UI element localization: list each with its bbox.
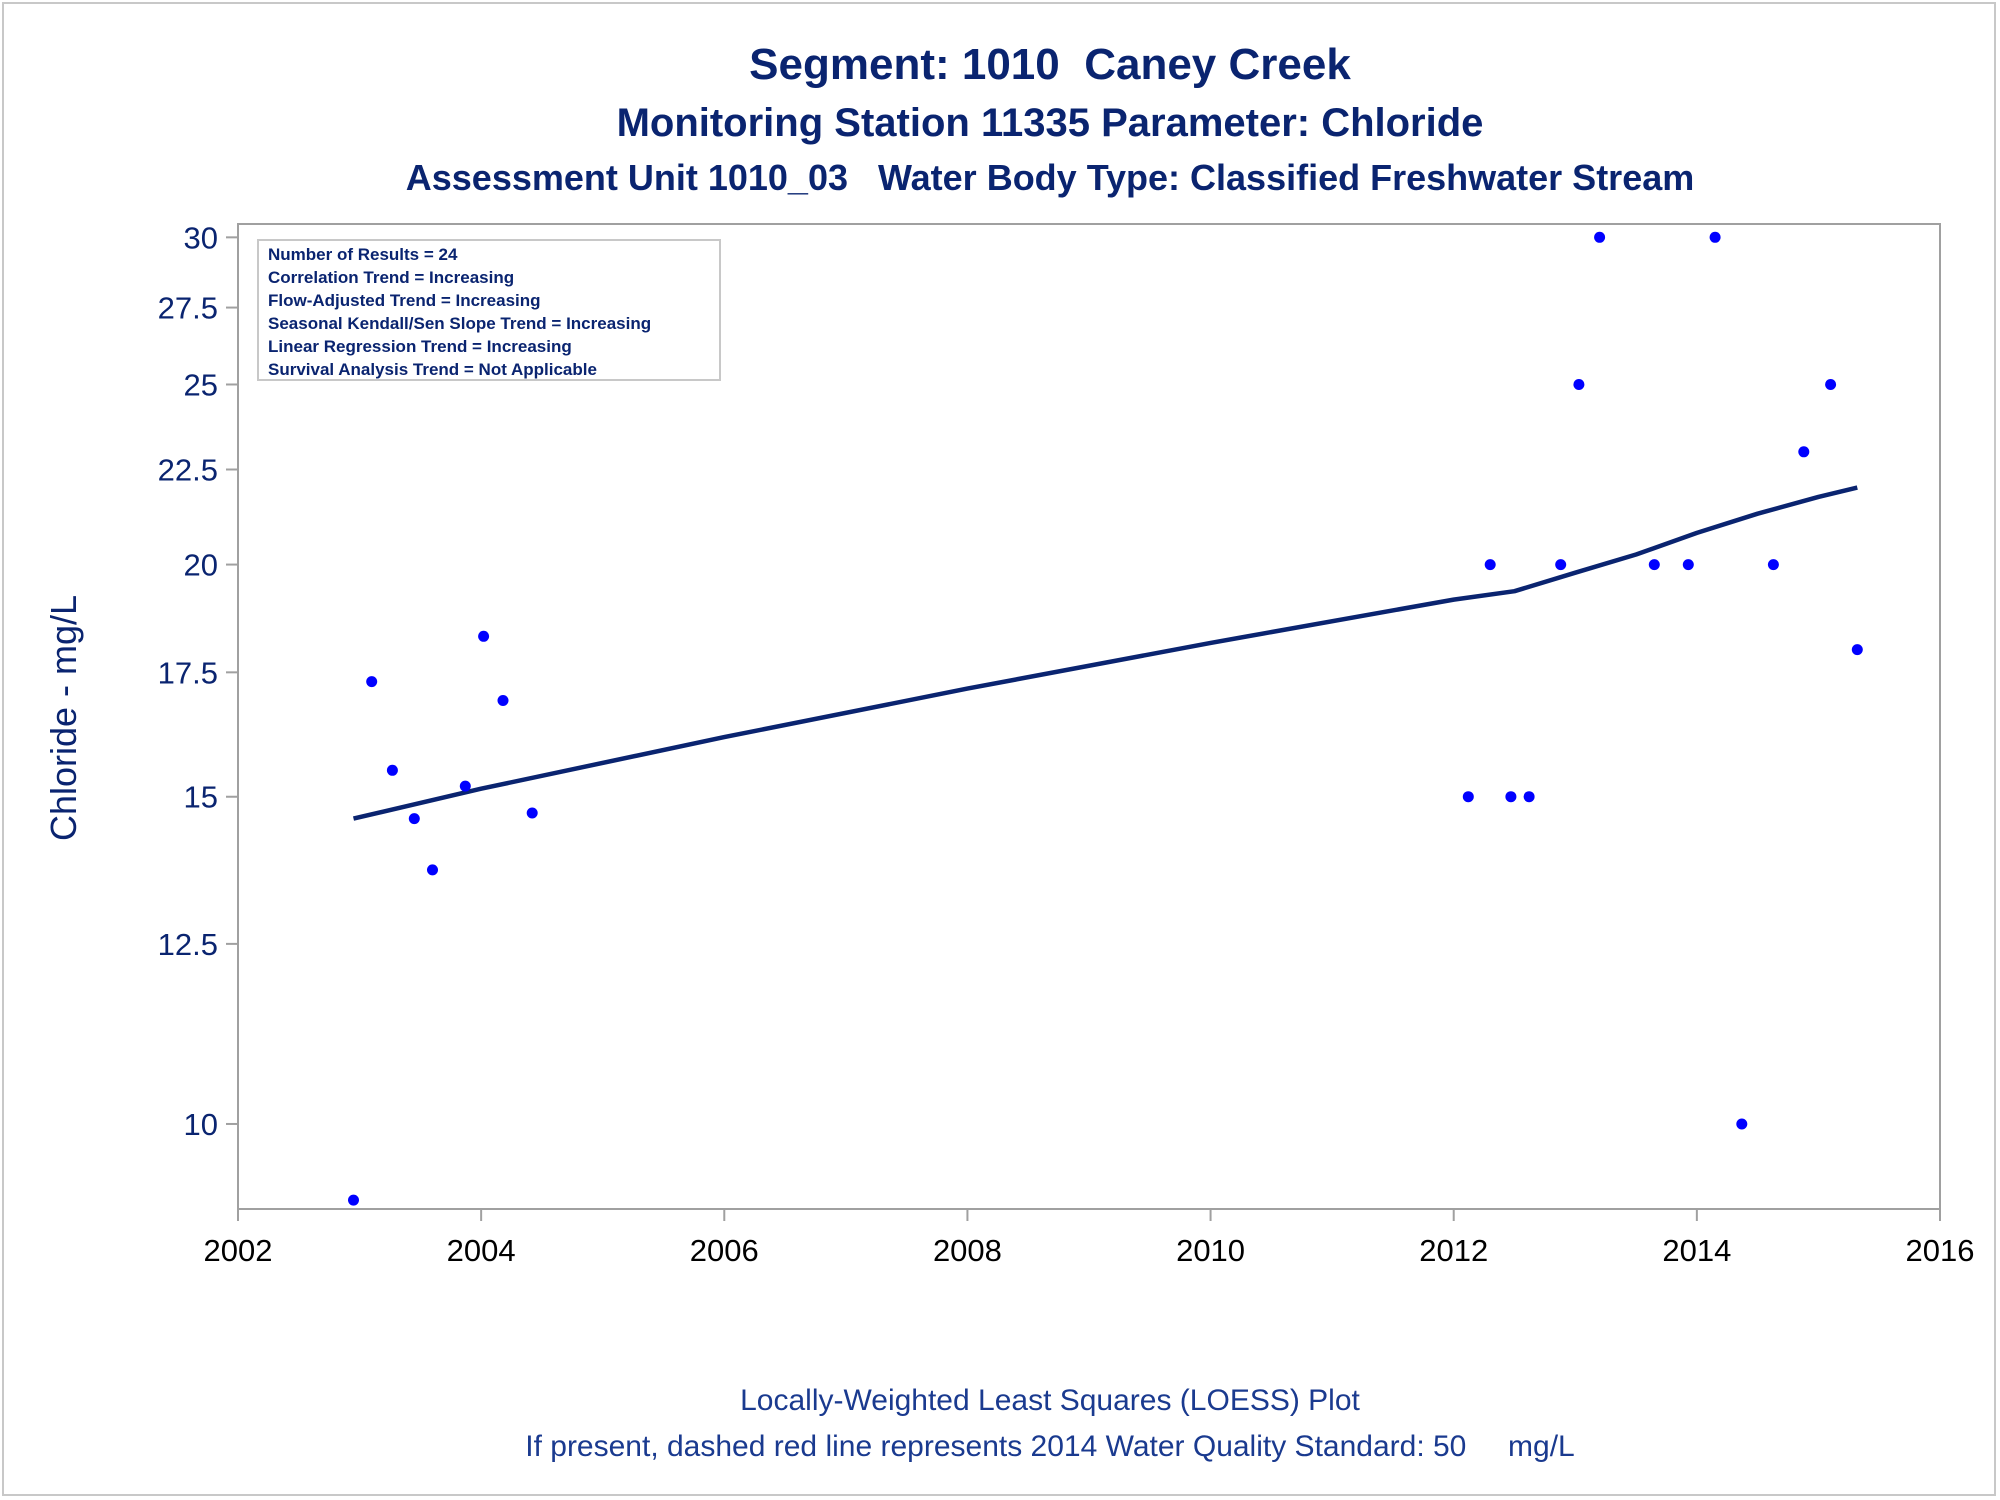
y-tick-label: 27.5 — [158, 291, 218, 326]
data-point — [1484, 559, 1496, 571]
data-point — [478, 630, 490, 642]
data-point — [1851, 644, 1863, 656]
x-tick-label: 2012 — [1419, 1233, 1488, 1268]
chart-subtitle-assessment: Assessment Unit 1010_03 Water Body Type:… — [405, 157, 1695, 198]
data-point — [1798, 446, 1810, 458]
data-point — [408, 813, 420, 825]
data-point — [1767, 559, 1779, 571]
data-point — [1594, 231, 1606, 243]
data-point — [1736, 1118, 1748, 1130]
y-tick-label: 12.5 — [158, 927, 218, 962]
stats-legend-line: Seasonal Kendall/Sen Slope Trend = Incre… — [268, 314, 651, 333]
y-tick-label: 22.5 — [158, 453, 218, 488]
plot-area-border — [237, 223, 1941, 1210]
x-axis: 2002 2004 2006 2008 2010 2012 2014 2016 — [204, 1209, 1975, 1268]
x-tick-label: 2006 — [690, 1233, 759, 1268]
y-axis: 10 12.5 15 17.5 20 22.5 25 27.5 30 — [158, 220, 238, 1142]
x-tick-label: 2004 — [447, 1233, 516, 1268]
y-axis-label: Chloride - mg/L — [43, 595, 84, 841]
data-point — [1462, 791, 1474, 803]
data-point — [348, 1194, 359, 1206]
y-tick-label: 20 — [184, 548, 218, 583]
x-tick-label: 2010 — [1176, 1233, 1245, 1268]
chart-title: Segment: 1010 Caney Creek — [749, 40, 1351, 89]
x-tick-label: 2008 — [933, 1233, 1002, 1268]
stats-legend-line: Flow-Adjusted Trend = Increasing — [268, 291, 541, 310]
data-point — [1709, 231, 1721, 243]
x-tick-label: 2014 — [1662, 1233, 1731, 1268]
footnote-loess: Locally-Weighted Least Squares (LOESS) P… — [740, 1384, 1360, 1417]
stats-legend-line: Survival Analysis Trend = Not Applicable — [268, 360, 597, 379]
x-tick-label: 2016 — [1906, 1233, 1975, 1268]
data-point — [1555, 559, 1567, 571]
footnote-standard: If present, dashed red line represents 2… — [525, 1430, 1575, 1463]
data-point — [1648, 559, 1660, 571]
data-point — [526, 807, 538, 819]
data-points — [348, 231, 1863, 1206]
data-point — [1523, 791, 1535, 803]
data-point — [1682, 559, 1694, 571]
stats-legend-line: Correlation Trend = Increasing — [268, 268, 514, 287]
stats-legend-line: Linear Regression Trend = Increasing — [268, 337, 572, 356]
data-point — [497, 695, 509, 706]
data-point — [1825, 379, 1837, 390]
data-point — [1573, 379, 1585, 390]
loess-trend-line — [352, 485, 1858, 821]
y-tick-label: 30 — [184, 220, 218, 255]
data-point — [1505, 791, 1517, 803]
chart-subtitle-station: Monitoring Station 11335 Parameter: Chlo… — [616, 101, 1484, 145]
stats-legend: Number of Results = 24 Correlation Trend … — [257, 239, 721, 381]
stats-legend-line: Number of Results = 24 — [268, 245, 458, 264]
data-point — [459, 780, 471, 792]
y-tick-label: 25 — [184, 367, 218, 402]
y-tick-label: 15 — [184, 780, 218, 815]
x-tick-label: 2002 — [204, 1233, 273, 1268]
data-point — [386, 764, 398, 776]
y-tick-label: 17.5 — [158, 655, 218, 690]
stats-legend-box — [257, 239, 721, 381]
data-point — [427, 864, 438, 876]
y-tick-label: 10 — [184, 1107, 218, 1142]
data-point — [366, 676, 378, 688]
